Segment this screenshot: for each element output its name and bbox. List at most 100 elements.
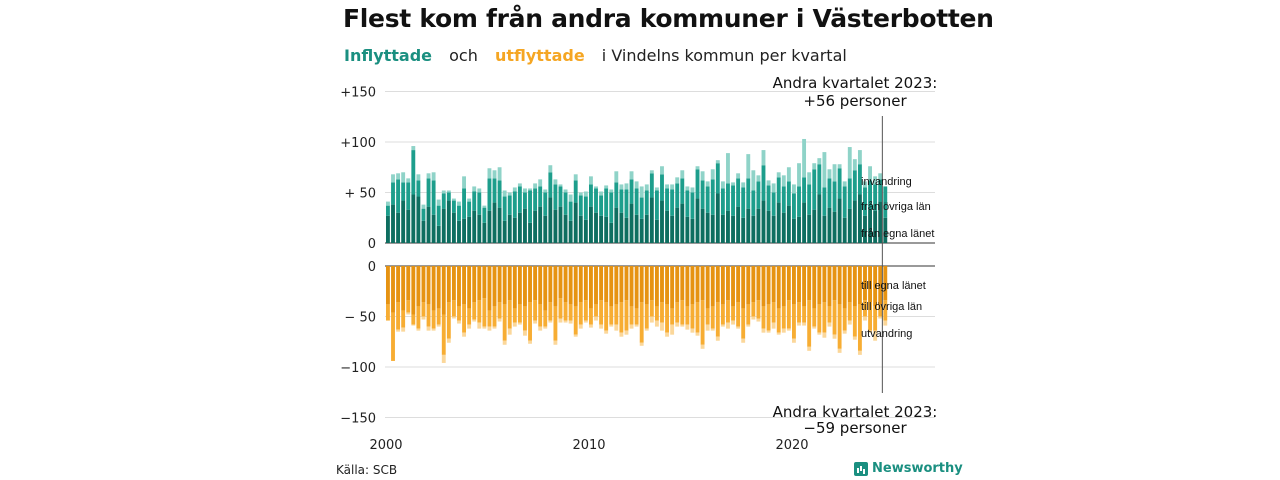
bar-in-abroad [609, 189, 614, 193]
bar-out-other [812, 308, 817, 327]
bar-out-abroad [487, 326, 492, 331]
bar-out-own [797, 266, 801, 303]
bar-out-own [401, 266, 406, 311]
bar-out-other [781, 306, 786, 329]
bar-in-other [736, 178, 741, 207]
bar-out-abroad [741, 338, 746, 343]
bar-in-abroad [589, 176, 593, 185]
bar-in-other [457, 205, 461, 221]
bar-in-other [731, 185, 735, 216]
bar-out-other [761, 306, 766, 329]
bar-out-abroad [771, 322, 776, 329]
bar-in-other [822, 187, 827, 216]
bar-in-own [502, 220, 507, 243]
bar-in-own [852, 200, 857, 243]
bar-in-abroad [639, 186, 644, 198]
bar-in-other [670, 189, 675, 216]
bar-in-own [629, 203, 634, 243]
bar-in-abroad [822, 152, 827, 188]
bar-out-own [573, 266, 578, 307]
bar-out-abroad [578, 324, 583, 329]
bar-out-abroad [822, 332, 827, 338]
bar-out-abroad [639, 342, 644, 346]
bar-in-other [817, 164, 822, 195]
bar-out-abroad [665, 332, 669, 337]
bar-out-own [523, 266, 527, 307]
bar-out-other [786, 300, 791, 329]
bar-out-other [720, 304, 725, 325]
bar-out-abroad [411, 324, 416, 326]
bar-in-abroad [857, 150, 862, 165]
bar-in-other [847, 178, 852, 209]
bar-out-abroad [670, 324, 675, 335]
bar-in-own [507, 214, 512, 243]
bar-in-other [406, 182, 411, 210]
bar-out-own [553, 266, 558, 307]
bar-in-own [817, 194, 822, 243]
bar-in-other [477, 192, 482, 215]
subtitle-rest: i Vindelns kommun per kvartal [601, 46, 847, 65]
bar-in-abroad [842, 181, 847, 187]
bar-out-abroad [842, 330, 847, 334]
bar-out-own [538, 266, 543, 305]
bar-in-own [446, 200, 451, 243]
bar-in-other [649, 173, 654, 198]
bar-out-other [868, 302, 872, 331]
bar-out-abroad [492, 326, 497, 329]
y-tick-label-zero-lower: 0 [368, 260, 376, 275]
bar-in-abroad [766, 180, 771, 186]
bar-in-other [797, 186, 801, 217]
bar-in-own [863, 215, 867, 243]
annotation-out-line2: −59 personer [803, 419, 907, 437]
bar-out-own [563, 266, 568, 303]
bar-in-abroad [685, 186, 690, 191]
bar-in-own [512, 217, 517, 243]
bar-out-other [396, 302, 401, 330]
bar-in-other [568, 201, 573, 221]
bar-out-own [604, 266, 609, 303]
bar-out-own [705, 266, 710, 309]
bar-out-abroad [624, 330, 629, 335]
bar-in-other [573, 180, 578, 203]
bar-in-abroad [761, 150, 766, 166]
bar-out-other [685, 306, 690, 325]
bar-out-own [842, 266, 847, 309]
bar-out-other [558, 298, 563, 319]
bar-out-own [426, 266, 431, 305]
bar-out-other [614, 304, 619, 325]
bar-in-own [639, 218, 644, 243]
bar-in-other [766, 185, 771, 211]
bar-out-abroad [766, 330, 771, 333]
bar-out-abroad [619, 332, 624, 337]
bar-out-own [507, 266, 512, 301]
bar-out-abroad [786, 328, 791, 331]
bar-out-other [467, 308, 472, 325]
bar-in-own [589, 206, 593, 243]
bar-out-abroad [472, 319, 477, 322]
bar-in-abroad [660, 166, 664, 175]
bar-out-own [731, 266, 735, 307]
bar-in-abroad [852, 159, 857, 171]
bar-out-abroad [614, 324, 619, 331]
subtitle-och: och [449, 46, 478, 65]
bar-in-abroad [568, 194, 573, 202]
bar-in-other [644, 190, 649, 215]
bar-in-own [756, 208, 761, 243]
bar-in-abroad [675, 177, 680, 184]
bar-out-own [685, 266, 690, 307]
annotation-out-line1: Andra kvartalet 2023: [773, 403, 938, 421]
bar-out-abroad [401, 327, 406, 332]
bar-out-abroad [736, 326, 741, 329]
bar-out-abroad [685, 324, 690, 330]
bar-in-abroad [802, 138, 807, 178]
bar-out-other [649, 300, 654, 317]
bar-out-abroad [781, 328, 786, 333]
bar-out-abroad [604, 330, 609, 334]
bar-in-abroad [751, 170, 756, 191]
bar-out-own [406, 266, 411, 301]
bar-out-other [731, 306, 735, 321]
bar-out-abroad [589, 324, 593, 328]
bar-in-abroad [736, 173, 741, 179]
bar-in-other [563, 192, 568, 215]
bar-out-own [847, 266, 852, 303]
